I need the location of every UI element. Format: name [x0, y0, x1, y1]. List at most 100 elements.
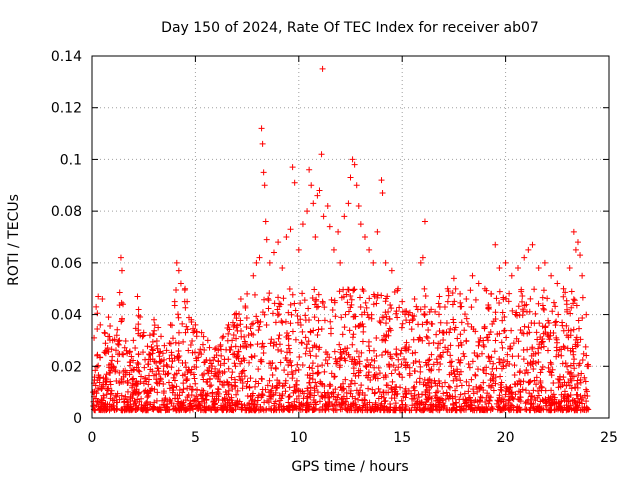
data-point [403, 403, 410, 410]
data-point [572, 405, 579, 412]
data-point [422, 388, 429, 395]
data-point [211, 346, 218, 353]
data-point [275, 346, 282, 353]
data-point [140, 332, 147, 339]
data-point [208, 382, 215, 389]
data-point [304, 393, 311, 400]
data-point [515, 338, 522, 345]
data-point [194, 403, 201, 410]
data-point [365, 314, 372, 321]
data-point [497, 373, 504, 380]
data-point [163, 361, 170, 368]
data-point [541, 306, 548, 313]
data-point [474, 366, 481, 373]
data-point [366, 347, 373, 354]
data-point [582, 343, 589, 350]
data-point [118, 318, 125, 325]
data-point [359, 286, 366, 293]
data-point [561, 388, 568, 395]
data-point [493, 295, 500, 302]
data-point [456, 359, 463, 366]
data-point [399, 374, 406, 381]
data-point [398, 397, 405, 404]
data-point [418, 400, 425, 407]
data-point [242, 303, 249, 310]
data-point [169, 335, 176, 342]
data-point [226, 381, 233, 388]
data-point [296, 353, 303, 360]
data-point [373, 300, 380, 307]
data-point [473, 383, 480, 390]
data-point [442, 379, 449, 386]
data-point [101, 329, 108, 336]
data-point [378, 400, 385, 407]
data-point [452, 324, 459, 331]
data-point [428, 351, 435, 358]
data-point [235, 348, 242, 355]
data-point [340, 386, 347, 393]
data-point [570, 348, 577, 355]
data-point [413, 303, 420, 310]
data-point [357, 221, 364, 228]
data-point [135, 312, 142, 319]
data-point [173, 407, 180, 414]
data-point [107, 322, 114, 329]
y-tick-label: 0.14 [51, 49, 82, 65]
data-point [107, 369, 114, 376]
data-point [240, 355, 247, 362]
data-point [226, 396, 233, 403]
data-point [259, 406, 266, 413]
data-point [129, 392, 136, 399]
data-point [443, 329, 450, 336]
data-point [247, 325, 254, 332]
data-point [583, 311, 590, 318]
data-point [258, 125, 265, 132]
data-point [237, 343, 244, 350]
data-point [268, 336, 275, 343]
data-point [570, 360, 577, 367]
data-point [500, 296, 507, 303]
data-point [160, 356, 167, 363]
data-point [558, 398, 565, 405]
data-point [403, 317, 410, 324]
data-point [96, 354, 103, 361]
data-point [524, 369, 531, 376]
data-point [103, 371, 110, 378]
data-point [259, 340, 266, 347]
data-point [417, 306, 424, 313]
data-point [175, 340, 182, 347]
data-point [379, 190, 386, 197]
data-point [411, 296, 418, 303]
data-point [124, 380, 131, 387]
data-point [243, 323, 250, 330]
data-point [104, 386, 111, 393]
data-point [553, 336, 560, 343]
data-point [560, 293, 567, 300]
data-point [428, 366, 435, 373]
data-point [357, 304, 364, 311]
data-point [93, 401, 100, 408]
data-point [502, 391, 509, 398]
data-point [133, 406, 140, 413]
data-point [312, 379, 319, 386]
data-point [390, 362, 397, 369]
data-point [299, 221, 306, 228]
data-point [153, 359, 160, 366]
data-point [501, 313, 508, 320]
data-point [553, 344, 560, 351]
data-point [146, 372, 153, 379]
data-point [548, 387, 555, 394]
data-point [121, 344, 128, 351]
data-point [221, 368, 228, 375]
data-point [269, 310, 276, 317]
data-point [483, 370, 490, 377]
data-point [373, 352, 380, 359]
data-point [351, 356, 358, 363]
data-point [417, 363, 424, 370]
data-point [232, 343, 239, 350]
data-point [222, 388, 229, 395]
data-point [336, 341, 343, 348]
data-point [335, 391, 342, 398]
data-point [519, 292, 526, 299]
data-point [210, 398, 217, 405]
